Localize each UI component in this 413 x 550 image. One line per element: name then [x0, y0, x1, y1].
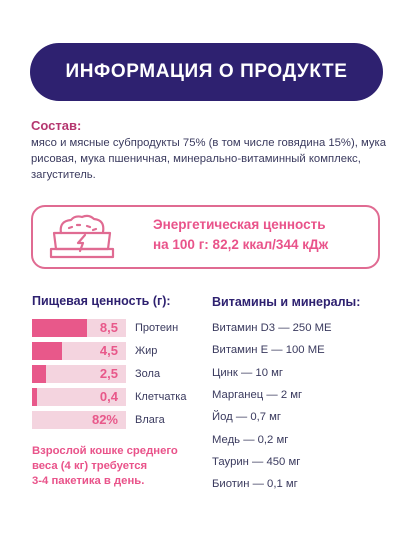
vitamin-item: Цинк — 10 мг — [212, 366, 284, 379]
nutrition-value: 82% — [91, 412, 118, 427]
energy-value-text: Энергетическая ценность на 100 г: 82,2 к… — [153, 215, 328, 255]
energy-value-box: Энергетическая ценность на 100 г: 82,2 к… — [31, 205, 380, 269]
nutrition-label: Протеин — [135, 322, 179, 334]
nutrition-bar-track: 0,4 — [32, 388, 126, 406]
vitamin-item: Марганец — 2 мг — [212, 388, 303, 401]
vitamin-item: Йод — 0,7 мг — [212, 411, 282, 424]
nutrition-bar-track: 4,5 — [32, 342, 126, 360]
nutrition-value: 2,5 — [99, 366, 118, 381]
feeding-note-line-1: Взрослой кошке среднего — [32, 445, 178, 457]
nutrition-bar-track: 8,5 — [32, 319, 126, 337]
vitamin-item: Медь — 0,2 мг — [212, 433, 289, 446]
nutrition-label: Жир — [135, 345, 158, 357]
banner-title: ИНФОРМАЦИЯ О ПРОДУКТЕ — [65, 61, 348, 82]
nutrition-row: 2,5 Зола — [32, 365, 200, 383]
composition-text: мясо и мясные субпродукты 75% (в том чис… — [31, 137, 387, 181]
nutrition-bar-track: 2,5 — [32, 365, 126, 383]
nutrition-label: Зола — [135, 368, 161, 380]
nutrition-bar-track: 82% — [32, 411, 126, 429]
nutrition-value: 8,5 — [99, 320, 118, 335]
nutrition-title: Пищевая ценность (г): — [32, 294, 171, 308]
vitamin-item: Витамин D3 — 250 МЕ — [212, 322, 332, 334]
nutrition-row: 4,5 Жир — [32, 342, 200, 360]
energy-line-2: на 100 г: 82,2 ккал/344 кДж — [153, 237, 329, 252]
feeding-note-line-2: веса (4 кг) требуется — [32, 460, 148, 472]
nutrition-bar-fill — [32, 365, 46, 383]
nutrition-bar-fill — [32, 319, 87, 337]
feeding-note-line-3: 3-4 пакетика в день. — [32, 475, 145, 487]
feeding-note: Взрослой кошке среднего веса (4 кг) треб… — [32, 444, 202, 489]
product-info-banner: ИНФОРМАЦИЯ О ПРОДУКТЕ — [30, 43, 383, 101]
nutrition-bar-fill — [32, 342, 62, 360]
nutrition-value: 4,5 — [99, 343, 118, 358]
nutrition-label: Клетчатка — [135, 391, 187, 403]
vitamin-item: Биотин — 0,1 мг — [212, 478, 298, 491]
vitamin-item: Витамин Е — 100 МЕ — [212, 344, 325, 357]
vitamins-title: Витамины и минералы: — [212, 295, 361, 309]
energy-line-1: Энергетическая ценность — [153, 217, 326, 232]
nutrition-row: 82% Влага — [32, 411, 200, 429]
food-bowl-lightning-icon — [49, 214, 115, 259]
nutrition-row: 8,5 Протеин — [32, 319, 200, 337]
nutrition-row: 0,4 Клетчатка — [32, 388, 200, 406]
nutrition-value: 0,4 — [99, 389, 118, 404]
composition-title: Состав: — [31, 118, 82, 133]
vitamin-item: Таурин — 450 мг — [212, 455, 301, 468]
nutrition-bar-fill — [32, 388, 37, 406]
nutrition-label: Влага — [135, 414, 165, 426]
